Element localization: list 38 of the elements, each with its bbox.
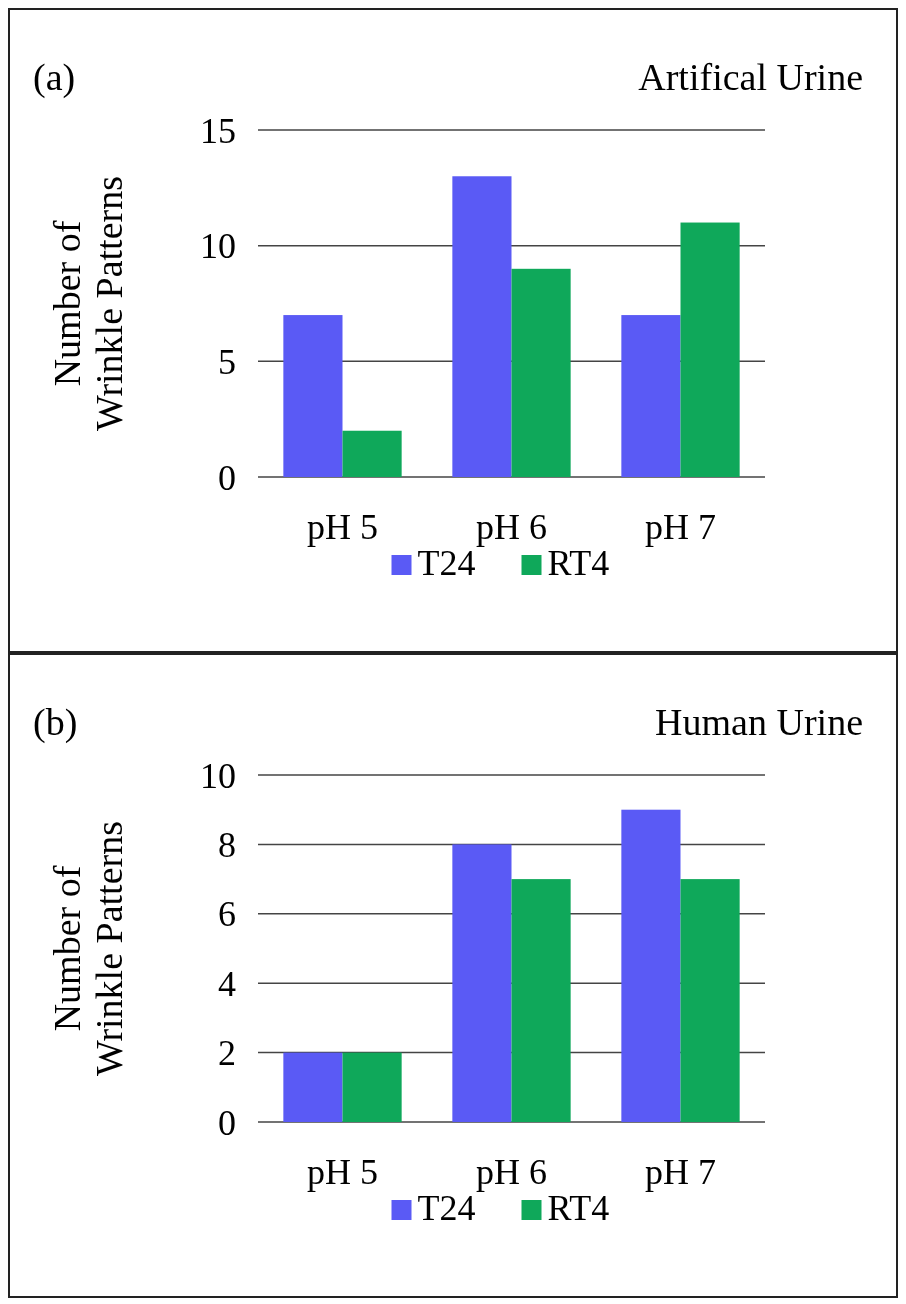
text: (a) <box>33 56 76 99</box>
y-tick-label: 10 <box>200 755 236 796</box>
bar <box>511 268 571 477</box>
bar <box>452 176 512 477</box>
y-tick-label: 0 <box>218 457 236 498</box>
bar <box>511 879 571 1122</box>
text: (b) <box>33 701 78 744</box>
x-tick-label: pH 7 <box>645 507 716 547</box>
y-axis-title: Number of Wrinkle Patterns <box>46 821 130 1076</box>
legend-label: T24 <box>417 543 476 583</box>
chart-title: Human Urine <box>655 701 863 743</box>
x-tick-label: pH 7 <box>645 1152 716 1192</box>
legend-label: RT4 <box>547 543 610 583</box>
y-tick-label: 15 <box>200 110 236 151</box>
legend-label: RT4 <box>547 1188 610 1228</box>
y-tick-label: 6 <box>218 894 236 935</box>
y-tick-label: 10 <box>200 226 236 267</box>
x-tick-label: pH 5 <box>307 507 378 547</box>
bar <box>283 1052 343 1122</box>
bar <box>680 222 740 477</box>
bar <box>621 315 681 477</box>
y-tick-label: 5 <box>218 341 236 382</box>
bar <box>342 430 402 477</box>
bar <box>283 315 343 477</box>
bar <box>680 879 740 1122</box>
bar <box>621 809 681 1122</box>
bar <box>452 844 512 1122</box>
x-tick-label: pH 5 <box>307 1152 378 1192</box>
chart-title: Artifical Urine <box>638 56 863 98</box>
y-axis-title: Number of Wrinkle Patterns <box>46 176 130 431</box>
y-tick-label: 4 <box>218 963 236 1004</box>
x-tick-label: pH 6 <box>476 1152 547 1192</box>
y-tick-label: 8 <box>218 825 236 865</box>
bar <box>342 1052 402 1122</box>
y-tick-label: 2 <box>218 1033 236 1074</box>
x-tick-label: pH 6 <box>476 507 547 547</box>
legend-label: T24 <box>417 1188 476 1228</box>
y-tick-label: 0 <box>218 1102 236 1143</box>
